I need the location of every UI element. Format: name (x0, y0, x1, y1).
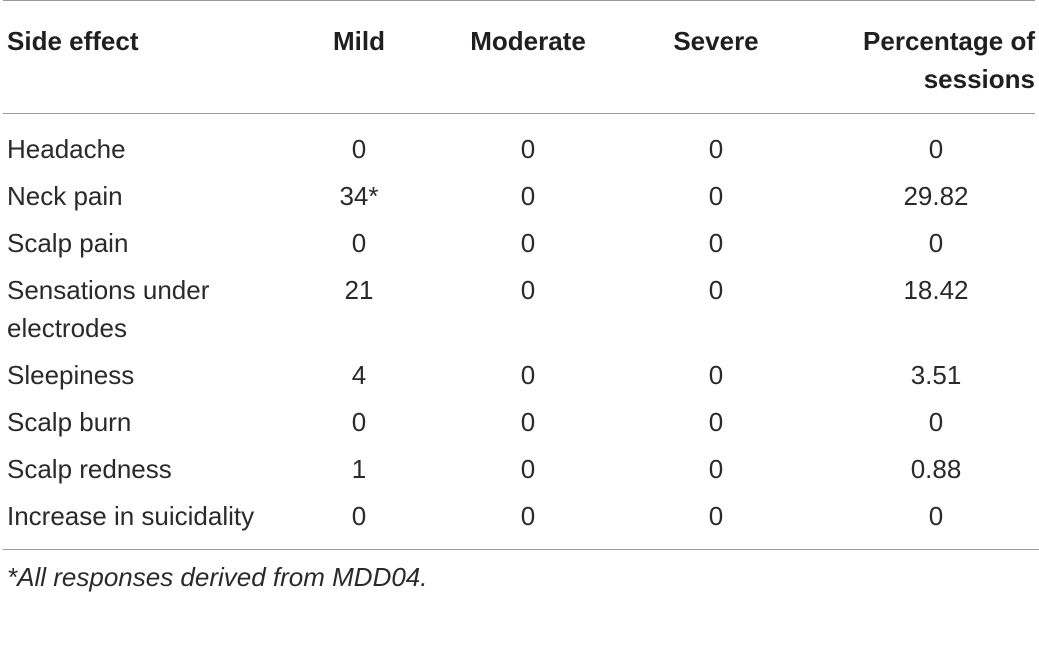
cell-percentage: 29.82 (903, 181, 969, 211)
cell-severe: 0 (708, 134, 724, 164)
cell-side-effect: Neck pain (7, 181, 123, 211)
table-row: Scalp redness 1 0 0 0.88 (3, 441, 1035, 488)
cell-severe: 0 (708, 181, 724, 211)
cell-moderate: 0 (520, 501, 536, 531)
table-row: Increase in suicidality 0 0 0 0 (3, 488, 1035, 549)
cell-moderate: 0 (520, 228, 536, 258)
cell-mild: 0 (351, 228, 367, 258)
cell-side-effect: Increase in suicidality (7, 501, 255, 531)
cell-severe: 0 (708, 407, 724, 437)
cell-moderate: 0 (520, 275, 536, 305)
cell-mild: 1 (351, 454, 367, 484)
cell-moderate: 0 (520, 134, 536, 164)
header-mild: Mild (333, 26, 385, 56)
cell-moderate: 0 (520, 360, 536, 390)
cell-percentage: 0 (928, 407, 944, 437)
side-effects-table: Side effect Mild Moderate Severe Percent… (3, 0, 1035, 549)
cell-mild: 4 (351, 360, 367, 390)
header-percentage: Percentage of sessions (863, 26, 1035, 94)
table-row: Scalp burn 0 0 0 0 (3, 394, 1035, 441)
table-footnote: *All responses derived from MDD04. (3, 549, 1039, 596)
cell-percentage: 0 (928, 501, 944, 531)
cell-mild: 34* (339, 181, 379, 211)
cell-severe: 0 (708, 228, 724, 258)
side-effects-table-wrapper: Side effect Mild Moderate Severe Percent… (3, 0, 1035, 549)
cell-side-effect: Sensations under electrodes (7, 275, 210, 343)
header-row: Side effect Mild Moderate Severe Percent… (3, 0, 1035, 114)
cell-severe: 0 (708, 360, 724, 390)
cell-side-effect: Scalp redness (7, 454, 172, 484)
cell-percentage: 3.51 (910, 360, 962, 390)
cell-side-effect: Scalp pain (7, 228, 129, 258)
cell-percentage: 0 (928, 228, 944, 258)
header-side-effect: Side effect (7, 26, 139, 56)
table-row: Neck pain 34* 0 0 29.82 (3, 168, 1035, 215)
cell-mild: 0 (351, 134, 367, 164)
cell-mild: 0 (351, 407, 367, 437)
header-moderate: Moderate (470, 26, 586, 56)
cell-moderate: 0 (520, 181, 536, 211)
table-row: Scalp pain 0 0 0 0 (3, 215, 1035, 262)
cell-moderate: 0 (520, 407, 536, 437)
cell-side-effect: Headache (7, 134, 126, 164)
cell-percentage: 0.88 (910, 454, 962, 484)
header-severe: Severe (673, 26, 759, 56)
cell-mild: 21 (344, 275, 374, 305)
table-header: Side effect Mild Moderate Severe Percent… (3, 0, 1035, 114)
cell-severe: 0 (708, 501, 724, 531)
cell-mild: 0 (351, 501, 367, 531)
table-row: Sleepiness 4 0 0 3.51 (3, 347, 1035, 394)
cell-side-effect: Sleepiness (7, 360, 135, 390)
cell-percentage: 0 (928, 134, 944, 164)
cell-percentage: 18.42 (903, 275, 969, 305)
cell-severe: 0 (708, 454, 724, 484)
cell-side-effect: Scalp burn (7, 407, 132, 437)
table-body: Headache 0 0 0 0 Neck pain 34* 0 0 29.82… (3, 114, 1035, 550)
cell-moderate: 0 (520, 454, 536, 484)
table-row: Sensations under electrodes 21 0 0 18.42 (3, 262, 1035, 347)
table-row: Headache 0 0 0 0 (3, 114, 1035, 169)
cell-severe: 0 (708, 275, 724, 305)
